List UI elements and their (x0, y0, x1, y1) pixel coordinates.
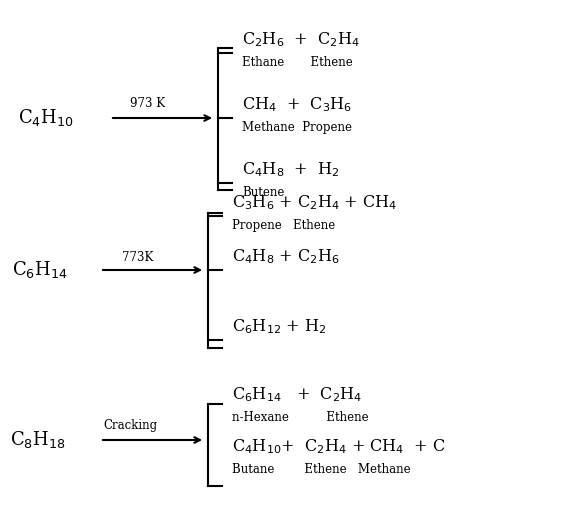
Text: C$_3$H$_6$ + C$_2$H$_4$ + CH$_4$: C$_3$H$_6$ + C$_2$H$_4$ + CH$_4$ (232, 194, 397, 212)
Text: C$_6$H$_{14}$   +  C$_2$H$_4$: C$_6$H$_{14}$ + C$_2$H$_4$ (232, 385, 362, 404)
Text: C$_4$H$_8$  +  H$_2$: C$_4$H$_8$ + H$_2$ (242, 161, 340, 179)
Text: Methane  Propene: Methane Propene (242, 121, 352, 134)
Text: Ethane       Ethene: Ethane Ethene (242, 56, 353, 69)
Text: C$_4$H$_{10}$: C$_4$H$_{10}$ (18, 108, 73, 129)
Text: C$_2$H$_6$  +  C$_2$H$_4$: C$_2$H$_6$ + C$_2$H$_4$ (242, 30, 360, 49)
Text: C$_4$H$_{10}$+  C$_2$H$_4$ + CH$_4$  + C: C$_4$H$_{10}$+ C$_2$H$_4$ + CH$_4$ + C (232, 437, 445, 456)
Text: Butene: Butene (242, 186, 285, 199)
Text: Propene   Ethene: Propene Ethene (232, 219, 335, 232)
Text: C$_4$H$_8$ + C$_2$H$_6$: C$_4$H$_8$ + C$_2$H$_6$ (232, 247, 340, 266)
Text: 773K: 773K (122, 251, 154, 264)
Text: n-Hexane          Ethene: n-Hexane Ethene (232, 411, 369, 424)
Text: 973 K: 973 K (131, 97, 165, 110)
Text: CH$_4$  +  C$_3$H$_6$: CH$_4$ + C$_3$H$_6$ (242, 96, 352, 114)
Text: C$_8$H$_{18}$: C$_8$H$_{18}$ (10, 429, 65, 451)
Text: Butane        Ethene   Methane: Butane Ethene Methane (232, 463, 411, 476)
Text: Cracking: Cracking (103, 419, 157, 432)
Text: C$_6$H$_{12}$ + H$_2$: C$_6$H$_{12}$ + H$_2$ (232, 318, 327, 336)
Text: C$_6$H$_{14}$: C$_6$H$_{14}$ (12, 260, 68, 280)
